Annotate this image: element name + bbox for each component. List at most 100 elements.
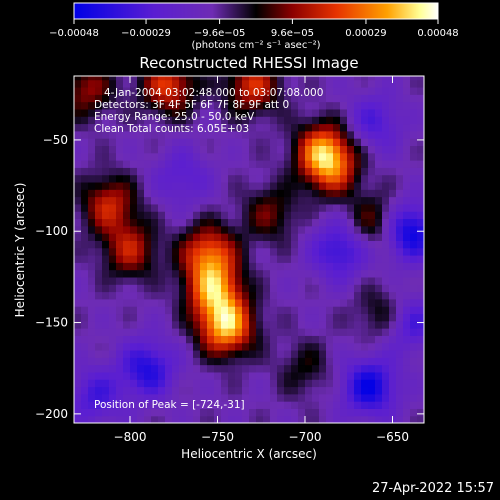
heatmap-cell: [249, 415, 257, 423]
heatmap-cell: [200, 167, 208, 176]
heatmap-cell: [375, 123, 383, 132]
heatmap-cell: [340, 262, 348, 271]
heatmap-cell: [172, 76, 180, 81]
heatmap-cell: [95, 174, 103, 183]
heatmap-cell: [116, 240, 124, 249]
heatmap-cell: [340, 101, 348, 110]
heatmap-cell: [291, 415, 299, 423]
heatmap-cell: [256, 189, 264, 198]
heatmap-cell: [186, 320, 194, 329]
heatmap-cell: [109, 138, 117, 146]
heatmap-cell: [277, 269, 285, 278]
heatmap-cell: [340, 196, 348, 205]
heatmap-cell: [361, 138, 369, 146]
heatmap-cell: [277, 116, 285, 125]
heatmap-cell: [305, 349, 313, 358]
heatmap-cell: [312, 123, 320, 132]
heatmap-cell: [144, 364, 152, 373]
heatmap-cell: [235, 145, 243, 154]
heatmap-cell: [382, 335, 390, 344]
heatmap-cell: [165, 225, 173, 234]
heatmap-cell: [291, 328, 299, 336]
heatmap-cell: [291, 225, 299, 234]
heatmap-cell: [81, 174, 89, 183]
heatmap-cell: [277, 415, 285, 423]
heatmap-cell: [179, 335, 187, 344]
heatmap-cell: [116, 130, 124, 139]
heatmap-cell: [102, 342, 110, 351]
heatmap-cell: [396, 408, 404, 417]
heatmap-cell: [144, 349, 152, 358]
heatmap-cell: [235, 415, 243, 423]
heatmap-cell: [396, 196, 404, 205]
heatmap-cell: [361, 349, 369, 358]
heatmap-cell: [186, 393, 194, 402]
heatmap-cell: [109, 349, 117, 358]
heatmap-cell: [102, 335, 110, 344]
heatmap-cell: [165, 233, 173, 241]
heatmap-cell: [354, 335, 362, 344]
heatmap-cell: [116, 298, 124, 307]
heatmap-cell: [172, 284, 180, 293]
heatmap-cell: [256, 76, 264, 81]
heatmap-cell: [417, 211, 424, 220]
heatmap-cell: [186, 313, 194, 322]
heatmap-cell: [81, 225, 89, 234]
heatmap-cell: [88, 364, 96, 373]
heatmap-cell: [95, 138, 103, 146]
heatmap-cell: [270, 335, 278, 344]
heatmap-cell: [263, 284, 271, 293]
heatmap-cell: [284, 415, 292, 423]
heatmap-cell: [410, 349, 418, 358]
heatmap-cell: [179, 306, 187, 315]
heatmap-cell: [158, 247, 166, 256]
heatmap-cell: [298, 386, 306, 395]
heatmap-cell: [382, 379, 390, 388]
heatmap-cell: [242, 211, 250, 220]
heatmap-cell: [326, 108, 334, 117]
heatmap-cell: [284, 86, 292, 95]
heatmap-cell: [277, 247, 285, 256]
heatmap-cell: [242, 415, 250, 423]
heatmap-cell: [144, 371, 152, 380]
heatmap-cell: [277, 189, 285, 198]
heatmap-cell: [102, 174, 110, 183]
heatmap-cell: [137, 174, 145, 183]
heatmap-cell: [403, 357, 411, 366]
heatmap-cell: [354, 86, 362, 95]
heatmap-cell: [368, 401, 376, 409]
heatmap-cell: [158, 349, 166, 358]
heatmap-cell: [319, 247, 327, 256]
heatmap-cell: [361, 233, 369, 241]
heatmap-cell: [403, 181, 411, 190]
heatmap-cell: [200, 313, 208, 322]
heatmap-cell: [88, 379, 96, 388]
heatmap-cell: [305, 393, 313, 402]
heatmap-cell: [263, 342, 271, 351]
heatmap-cell: [144, 123, 152, 132]
heatmap-cell: [123, 167, 131, 176]
heatmap-cell: [102, 313, 110, 322]
heatmap-cell: [410, 386, 418, 395]
heatmap-cell: [207, 108, 215, 117]
heatmap-cell: [130, 108, 138, 117]
heatmap-cell: [284, 291, 292, 300]
heatmap-cell: [249, 408, 257, 417]
heatmap-cell: [228, 328, 236, 336]
heatmap-cell: [375, 108, 383, 117]
heatmap-cell: [109, 357, 117, 366]
heatmap-cell: [333, 189, 341, 198]
heatmap-cell: [256, 130, 264, 139]
heatmap-cell: [95, 415, 103, 423]
heatmap-cell: [333, 101, 341, 110]
heatmap-cell: [88, 94, 96, 103]
heatmap-cell: [88, 291, 96, 300]
heatmap-cell: [256, 225, 264, 234]
heatmap-cell: [116, 203, 124, 212]
heatmap-cell: [200, 291, 208, 300]
plot-frame: [73, 75, 425, 424]
heatmap-cell: [123, 233, 131, 241]
heatmap-cell: [263, 123, 271, 132]
heatmap-cell: [361, 313, 369, 322]
heatmap-cell: [291, 196, 299, 205]
